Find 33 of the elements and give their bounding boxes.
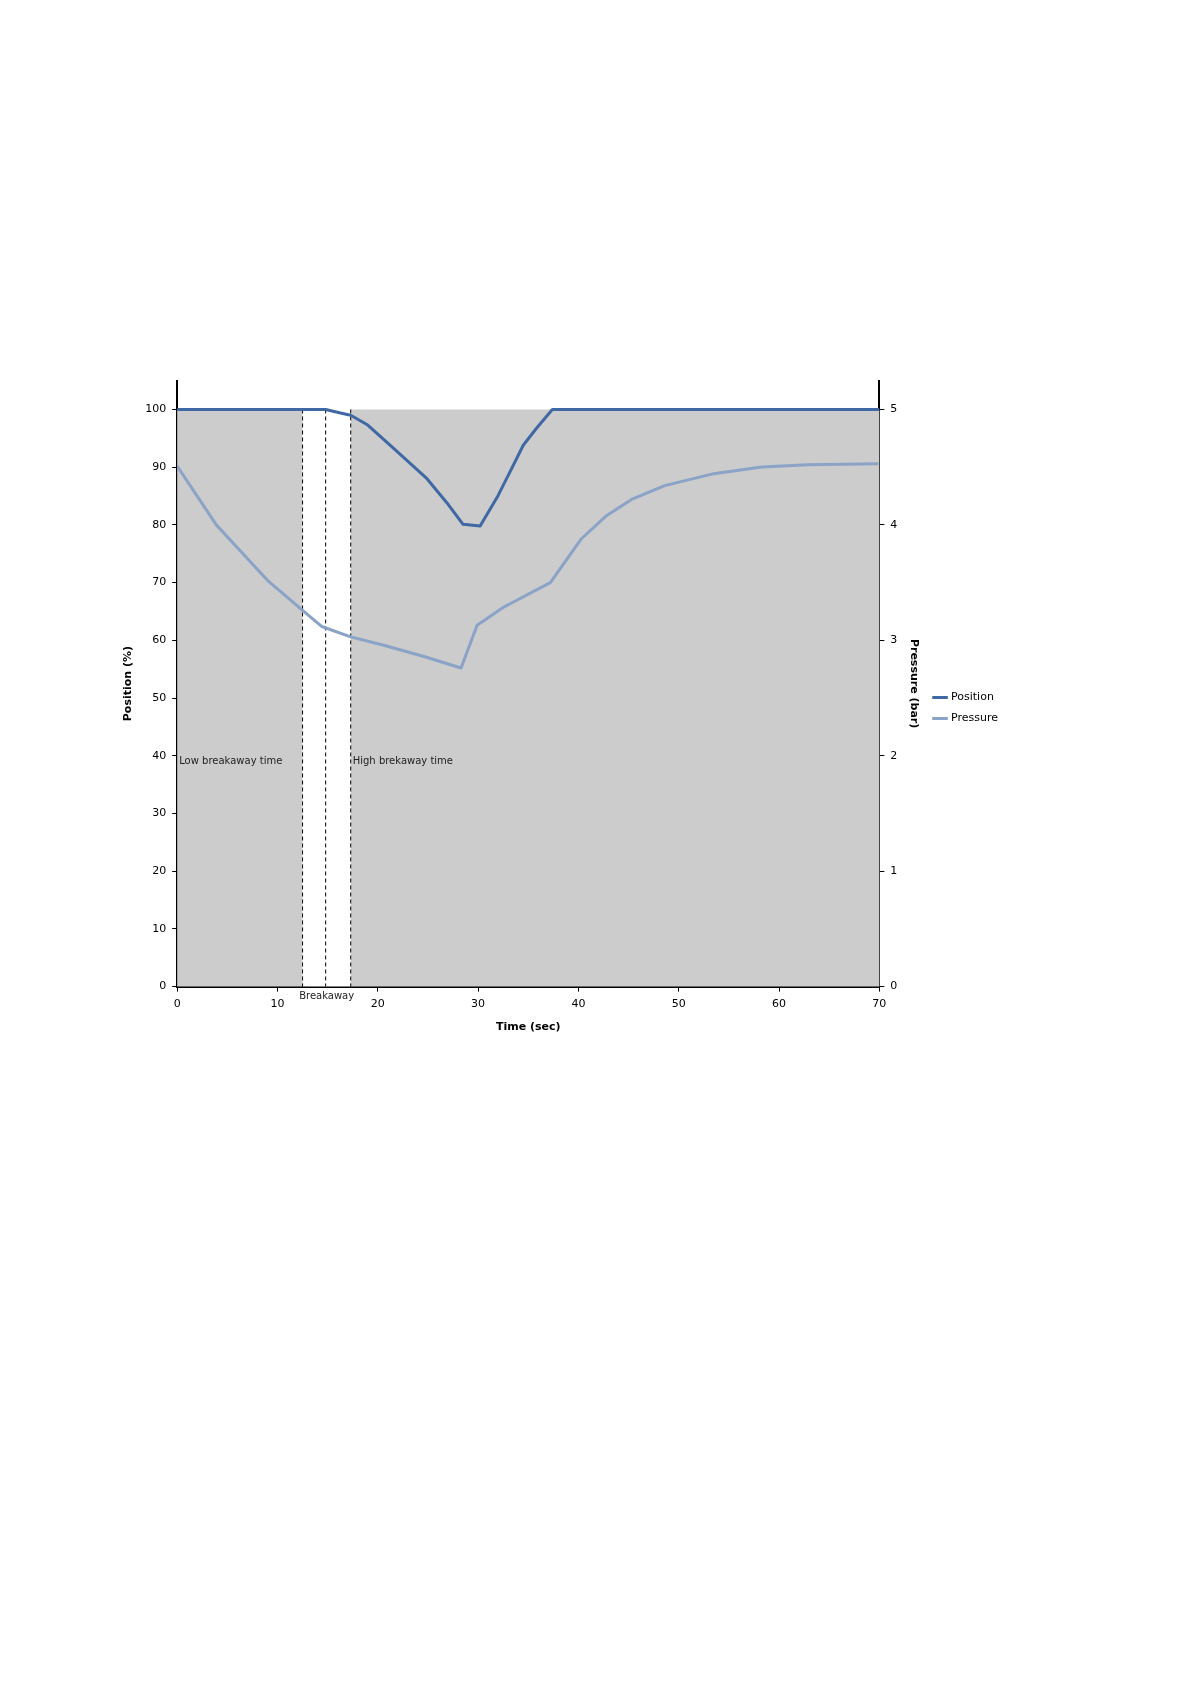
y-tick-label: 10 [152, 921, 167, 935]
y-tick-label: 20 [152, 864, 167, 878]
y-tick-label: 70 [152, 575, 167, 589]
y-tick-label: 60 [152, 633, 167, 647]
y2-tick-label: 3 [890, 633, 898, 647]
band-label: High brekaway time [352, 755, 454, 767]
y-tick-label: 0 [159, 979, 167, 993]
y-tick-label: 90 [152, 460, 167, 474]
y-tick-label: 100 [145, 402, 167, 416]
y2-tick-label: 0 [890, 979, 898, 993]
y2-axis-title: Pressure (bar) [908, 638, 922, 729]
band-label: Low breakaway time [179, 755, 283, 767]
x-axis-title: Time (sec) [495, 1020, 561, 1034]
y2-tick-label: 4 [890, 517, 898, 531]
y-tick-label: 80 [152, 517, 167, 531]
band-label: Breakaway [299, 990, 355, 1002]
legend-label: Pressure [951, 711, 999, 725]
x-tick-label: 10 [270, 997, 285, 1011]
y2-tick-label: 5 [890, 402, 898, 416]
y-tick-label: 50 [152, 690, 167, 704]
x-tick-label: 50 [671, 997, 686, 1011]
x-tick-label: 30 [471, 997, 486, 1011]
y-tick-label: 30 [152, 806, 167, 820]
y2-tick-label: 1 [890, 864, 898, 878]
x-tick-label: 60 [772, 997, 787, 1011]
x-tick-label: 20 [370, 997, 385, 1011]
y-tick-label: 40 [152, 748, 167, 762]
x-tick-label: 70 [872, 997, 887, 1011]
legend-label: Position [951, 690, 994, 704]
y2-tick-label: 2 [890, 748, 898, 762]
x-tick-label: 40 [571, 997, 586, 1011]
y-axis-title: Position (%) [121, 645, 135, 722]
x-tick-label: 0 [173, 997, 181, 1011]
